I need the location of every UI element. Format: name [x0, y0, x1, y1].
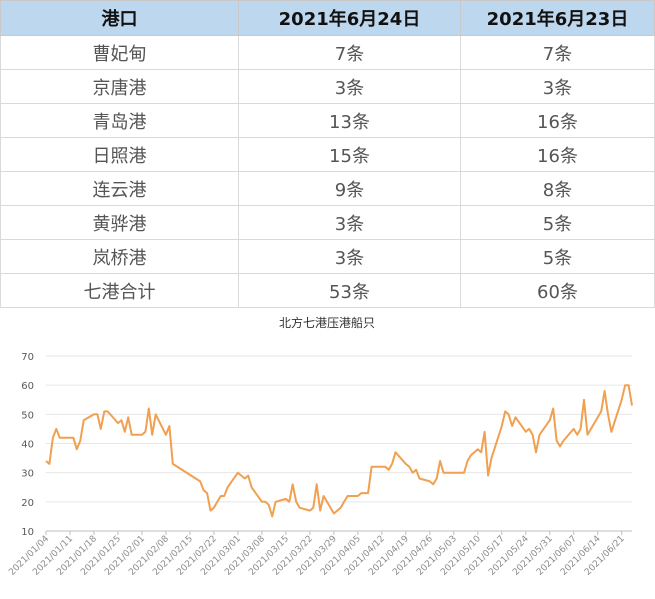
table-row: 七港合计 53条 60条 [0, 273, 655, 308]
y-tick-label: 40 [21, 440, 34, 451]
port-name-cell: 京唐港 [0, 69, 239, 104]
ship-count-cell: 3条 [460, 69, 655, 104]
ship-count-cell: 9条 [238, 171, 461, 206]
table-header-row: 港口 2021年6月24日 2021年6月23日 [0, 0, 655, 36]
port-name-cell: 连云港 [0, 171, 239, 206]
ship-count-cell: 3条 [238, 205, 461, 240]
port-name-cell: 岚桥港 [0, 239, 239, 274]
port-name-cell: 日照港 [0, 137, 239, 172]
port-table: 港口 2021年6月24日 2021年6月23日 曹妃甸 7条 7条 京唐港 3条 3条青… [0, 0, 655, 308]
port-name-cell: 曹妃甸 [0, 35, 239, 70]
table-row: 黄骅港 3条 5条 [0, 205, 655, 240]
series-line [45, 384, 633, 518]
ship-count-cell: 15条 [238, 137, 461, 172]
ship-count-cell: 7条 [238, 35, 461, 70]
ship-count-cell: 8条 [460, 171, 655, 206]
ship-count-cell: 60条 [460, 273, 655, 308]
header-date-0624: 2021年6月24日 [238, 0, 461, 36]
ship-count-cell: 13条 [238, 103, 461, 138]
port-name-cell: 七港合计 [0, 273, 239, 308]
header-port: 港口 [0, 0, 239, 36]
y-tick-label: 70 [21, 352, 34, 363]
table-row: 青岛港 13条 16条 [0, 103, 655, 138]
table-row: 岚桥港 3条 5条 [0, 239, 655, 274]
chart-title: 北方七港压港船只 [279, 315, 375, 330]
table-row: 连云港 9条 8条 [0, 171, 655, 206]
port-name-cell: 黄骅港 [0, 205, 239, 240]
header-date-0623: 2021年6月23日 [460, 0, 655, 36]
y-tick-label: 30 [21, 469, 34, 480]
ship-count-cell: 7条 [460, 35, 655, 70]
ship-count-cell: 16条 [460, 103, 655, 138]
line-chart: 北方七港压港船只 10 20 30 40 50 60 70 2021/01/04 2021/0… [0, 306, 655, 595]
y-tick-label: 20 [21, 498, 34, 509]
ship-count-cell: 5条 [460, 239, 655, 274]
table-row: 京唐港 3条 3条 [0, 69, 655, 104]
y-tick-label: 50 [21, 410, 34, 421]
ship-count-cell: 16条 [460, 137, 655, 172]
ship-count-cell: 3条 [238, 69, 461, 104]
table-row: 日照港 15条 16条 [0, 137, 655, 172]
port-name-cell: 青岛港 [0, 103, 239, 138]
ship-count-cell: 5条 [460, 205, 655, 240]
ship-count-cell: 53条 [238, 273, 461, 308]
y-tick-label: 60 [21, 381, 34, 392]
y-tick-label: 10 [21, 527, 34, 538]
ship-count-cell: 3条 [238, 239, 461, 274]
table-row: 曹妃甸 7条 7条 [0, 35, 655, 70]
